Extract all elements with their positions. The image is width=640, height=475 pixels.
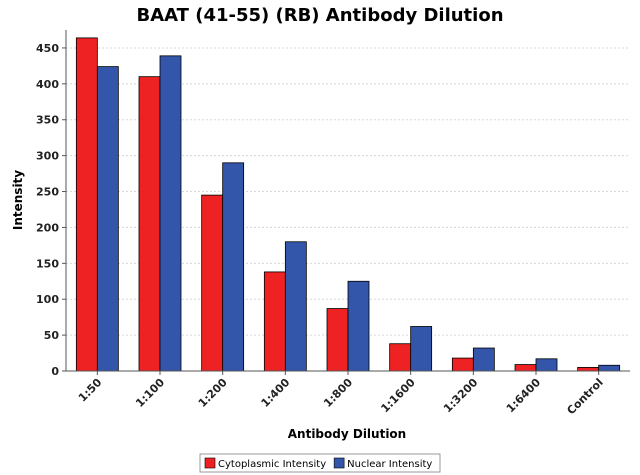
y-tick-label: 450 [36, 42, 59, 55]
bar-cytoplasmic [514, 364, 537, 372]
bar-cytoplasmic [75, 37, 98, 372]
legend-entry: Nuclear Intensity [347, 459, 432, 470]
y-tick-label: 150 [36, 257, 59, 270]
x-tick-label: 1:50 [76, 376, 105, 405]
bar-nuclear [222, 162, 245, 372]
bar-nuclear [284, 241, 307, 372]
y-tick-label: 300 [36, 150, 59, 163]
bar-nuclear [159, 55, 182, 372]
bar-nuclear [472, 347, 495, 372]
x-tick-label: 1:100 [133, 376, 167, 410]
bar-nuclear [347, 280, 370, 372]
bar-cytoplasmic [138, 76, 161, 372]
bar-nuclear [96, 66, 119, 372]
x-tick-label: 1:1600 [378, 376, 418, 416]
axes [62, 30, 630, 375]
bar-cytoplasmic [389, 343, 412, 372]
bar-cytoplasmic [577, 367, 600, 372]
legend-swatch [333, 457, 345, 469]
y-tick-label: 50 [44, 329, 60, 342]
bar-cytoplasmic [326, 308, 349, 372]
y-tick-label: 0 [51, 365, 59, 378]
y-tick-labels: 0 50 100 150 200 250 300 350 400 450 [36, 42, 59, 378]
y-tick-label: 400 [36, 78, 59, 91]
legend-swatch [204, 457, 216, 469]
y-tick-label: 250 [36, 186, 59, 199]
legend-entry: Cytoplasmic Intensity [218, 459, 326, 470]
y-tick-label: 350 [36, 114, 59, 127]
x-tick-labels: 1:50 1:100 1:200 1:400 1:800 1:1600 1:3200 1:64… [76, 376, 606, 418]
y-axis-label: Intensity [11, 170, 25, 230]
x-tick-label: 1:200 [196, 376, 230, 410]
y-tick-label: 200 [36, 221, 59, 234]
bar-cytoplasmic [451, 357, 474, 372]
x-tick-label: 1:6400 [504, 376, 544, 416]
chart-title: BAAT (41-55) (RB) Antibody Dilution [136, 5, 503, 26]
y-tick-label: 100 [36, 293, 59, 306]
x-tick-label: 1:400 [259, 376, 293, 410]
x-axis-label: Antibody Dilution [288, 427, 406, 441]
bar-cytoplasmic [263, 271, 286, 372]
bar-nuclear [535, 358, 558, 372]
legend-box [199, 453, 441, 473]
x-tick-label: 1:800 [321, 376, 355, 410]
x-tick-label: Control [564, 376, 605, 417]
bar-nuclear [598, 364, 621, 372]
bars [75, 37, 621, 372]
x-tick-label: 1:3200 [441, 376, 481, 416]
bar-nuclear [410, 326, 433, 372]
legend: Cytoplasmic Intensity Nuclear Intensity [199, 453, 441, 473]
bar-cytoplasmic [201, 194, 224, 372]
